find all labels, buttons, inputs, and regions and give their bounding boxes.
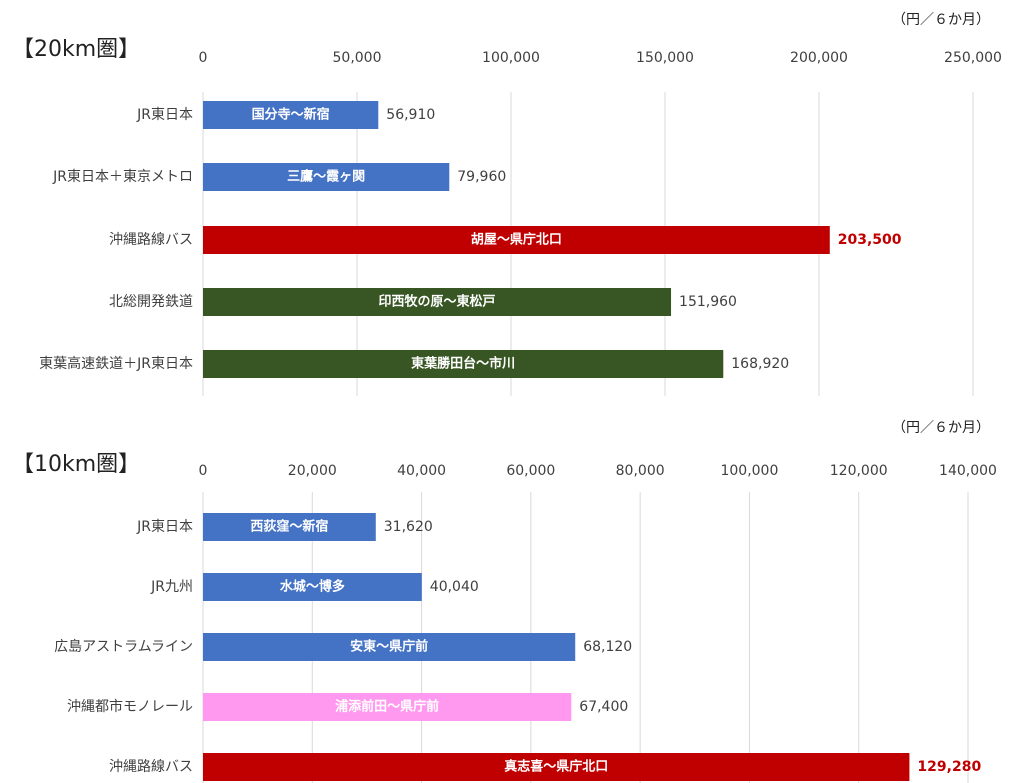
y-tick-label: JR東日本＋東京メトロ <box>52 169 193 185</box>
value-label: 56,910 <box>386 107 435 123</box>
y-tick-label: 沖縄都市モノレール <box>67 698 193 715</box>
x-tick-label: 50,000 <box>333 50 382 66</box>
value-label: 31,620 <box>384 519 433 535</box>
value-label: 203,500 <box>838 232 902 248</box>
chart-title: 【20km圏】 <box>12 37 140 62</box>
y-tick-label: 沖縄路線バス <box>109 232 193 248</box>
bar-label: 印西牧の原～東松戸 <box>379 294 496 310</box>
y-tick-label: JR東日本 <box>136 107 193 123</box>
value-label: 79,960 <box>457 169 506 185</box>
bar-label: 胡屋～県庁北口 <box>471 232 562 248</box>
bar-label: 真志喜～県庁北口 <box>504 759 608 775</box>
x-tick-label: 100,000 <box>482 50 540 66</box>
bar-label: 西荻窪～新宿 <box>250 519 328 535</box>
x-tick-label: 60,000 <box>506 463 555 479</box>
value-label: 151,960 <box>679 294 737 310</box>
bar-label: 三鷹～霞ヶ関 <box>287 169 365 185</box>
bar <box>203 226 830 254</box>
y-tick-label: 沖縄路線バス <box>109 759 193 775</box>
bar <box>203 101 379 129</box>
bar <box>203 753 910 781</box>
x-tick-label: 40,000 <box>397 463 446 479</box>
y-tick-label: 広島アストラムライン <box>54 639 193 655</box>
bar-label: 安東～県庁前 <box>350 639 428 655</box>
bar <box>203 633 576 661</box>
bar-label: 浦添前田～県庁前 <box>335 699 439 715</box>
unit-label: （円／６か月） <box>892 420 990 436</box>
bar <box>203 288 672 316</box>
value-label: 40,040 <box>430 579 479 595</box>
x-tick-label: 140,000 <box>939 463 997 479</box>
x-tick-label: 80,000 <box>616 463 665 479</box>
value-label: 67,400 <box>579 699 628 715</box>
y-tick-label: 東葉高速鉄道＋JR東日本 <box>39 355 193 372</box>
x-tick-label: 100,000 <box>720 463 778 479</box>
unit-label: （円／６か月） <box>892 12 990 28</box>
x-tick-label: 120,000 <box>830 463 888 479</box>
y-tick-label: JR九州 <box>150 579 193 595</box>
value-label: 68,120 <box>583 639 632 655</box>
bar <box>203 693 572 721</box>
bar <box>203 350 724 378</box>
chart-title: 【10km圏】 <box>12 452 140 477</box>
value-label: 168,920 <box>731 356 789 372</box>
x-tick-label: 20,000 <box>288 463 337 479</box>
bar <box>203 513 376 541</box>
bar-label: 国分寺～新宿 <box>252 107 330 123</box>
x-tick-label: 0 <box>199 463 208 479</box>
bar <box>203 573 422 601</box>
y-tick-label: 北総開発鉄道 <box>109 294 193 310</box>
bar-label: 東葉勝田台～市川 <box>411 356 515 372</box>
x-tick-label: 0 <box>199 50 208 66</box>
bar-label: 水城～博多 <box>280 579 345 595</box>
y-tick-label: JR東日本 <box>136 519 193 535</box>
x-tick-label: 200,000 <box>790 50 848 66</box>
x-tick-label: 250,000 <box>944 50 1002 66</box>
x-tick-label: 150,000 <box>636 50 694 66</box>
value-label: 129,280 <box>917 759 981 775</box>
bar <box>203 163 450 191</box>
